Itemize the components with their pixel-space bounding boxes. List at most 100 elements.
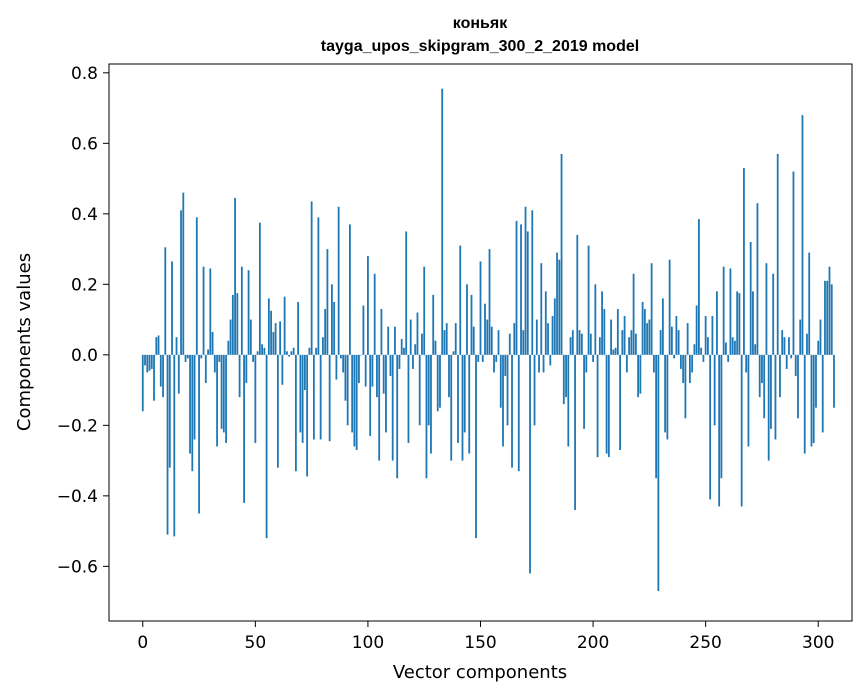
bar-component-258 (722, 266, 725, 355)
bar-component-223 (643, 309, 646, 355)
bar-component-141 (459, 245, 462, 355)
bar-component-226 (650, 263, 653, 355)
bar-component-276 (763, 354, 766, 419)
bar-component-298 (812, 354, 815, 443)
bar-component-224 (646, 323, 649, 355)
bar-component-11 (166, 354, 169, 535)
bar-component-238 (677, 330, 680, 355)
bar-component-9 (162, 354, 164, 398)
bar-component-254 (713, 354, 716, 426)
bar-component-153 (486, 319, 489, 355)
bars-group (141, 88, 835, 592)
x-ticks: 0 50 100 150 200 250 300 (137, 621, 834, 653)
bar-component-138 (452, 351, 455, 355)
bar-component-12 (168, 354, 171, 468)
bar-component-263 (734, 340, 736, 355)
bar-component-74 (308, 347, 311, 355)
bar-component-256 (718, 354, 721, 507)
y-tick-label: 0.8 (71, 64, 98, 84)
bar-component-173 (531, 210, 534, 355)
bar-component-228 (655, 354, 658, 479)
y-ticks: −0.6 −0.4 −0.2 0.0 0.2 0.4 0.6 0.8 (57, 64, 109, 577)
bar-component-288 (790, 354, 793, 359)
bar-component-60 (276, 354, 279, 468)
bar-component-248 (700, 347, 703, 355)
bar-component-199 (589, 333, 592, 355)
bar-component-183 (553, 298, 556, 355)
bar-component-142 (461, 354, 464, 461)
bar-component-15 (175, 337, 178, 355)
bar-component-51 (256, 351, 259, 355)
bar-component-106 (380, 309, 383, 355)
bar-component-91 (346, 354, 349, 426)
bar-component-105 (378, 354, 381, 461)
bar-component-171 (526, 231, 529, 355)
bar-component-232 (664, 354, 667, 433)
bar-component-70 (299, 354, 302, 433)
bar-component-46 (245, 354, 248, 384)
bar-component-111 (391, 354, 394, 461)
bar-component-50 (254, 354, 257, 443)
x-tick-label: 100 (352, 633, 384, 653)
y-tick-label: −0.2 (57, 416, 98, 436)
bar-component-79 (319, 354, 322, 440)
bar-component-178 (542, 354, 545, 373)
bar-component-230 (659, 330, 662, 355)
bar-component-21 (189, 354, 191, 454)
bar-component-296 (808, 252, 811, 355)
bar-component-293 (801, 115, 804, 355)
bar-component-198 (587, 245, 590, 355)
bar-component-236 (673, 354, 676, 359)
bar-component-201 (594, 284, 597, 355)
bar-component-41 (234, 197, 236, 355)
bar-component-48 (249, 319, 252, 355)
bar-component-304 (826, 280, 829, 355)
bar-component-270 (749, 242, 752, 355)
bar-component-146 (470, 294, 473, 355)
bar-component-47 (247, 270, 250, 355)
bar-component-132 (439, 354, 441, 408)
bar-component-222 (641, 301, 644, 355)
bar-component-35 (220, 354, 223, 429)
bar-component-61 (279, 321, 282, 355)
bar-component-14 (173, 354, 176, 537)
bar-component-144 (466, 284, 468, 355)
bar-component-24 (195, 217, 198, 355)
bar-component-27 (202, 266, 205, 355)
bar-component-158 (497, 330, 500, 355)
bar-component-67 (292, 347, 295, 355)
bar-component-176 (538, 354, 540, 373)
bar-component-123 (418, 354, 421, 426)
bar-component-301 (819, 319, 822, 355)
bar-component-221 (639, 354, 642, 394)
bar-component-214 (623, 316, 626, 355)
bar-component-168 (520, 224, 522, 355)
bar-component-34 (218, 354, 221, 362)
y-tick-label: 0.2 (71, 275, 98, 295)
y-tick-label: 0.6 (71, 134, 98, 154)
bar-component-18 (182, 192, 185, 355)
bar-component-252 (709, 354, 712, 500)
bar-component-149 (477, 354, 480, 362)
bar-component-243 (688, 354, 691, 384)
bar-component-169 (522, 330, 525, 355)
bar-component-291 (797, 354, 799, 419)
bar-component-192 (574, 354, 576, 510)
bar-component-217 (630, 330, 633, 355)
bar-component-0 (141, 354, 144, 412)
bar-component-177 (540, 263, 543, 355)
bar-component-280 (772, 273, 775, 355)
bar-component-43 (238, 354, 241, 398)
bar-component-285 (783, 337, 786, 355)
y-tick-label: −0.6 (57, 557, 98, 577)
bar-component-275 (761, 354, 763, 384)
bar-component-262 (731, 337, 734, 355)
bar-component-294 (803, 354, 806, 454)
bar-component-284 (781, 330, 784, 355)
bar-component-118 (407, 354, 410, 443)
bar-component-196 (583, 354, 585, 429)
bar-component-16 (177, 354, 180, 394)
bar-component-143 (463, 354, 466, 433)
bar-component-97 (360, 354, 363, 356)
